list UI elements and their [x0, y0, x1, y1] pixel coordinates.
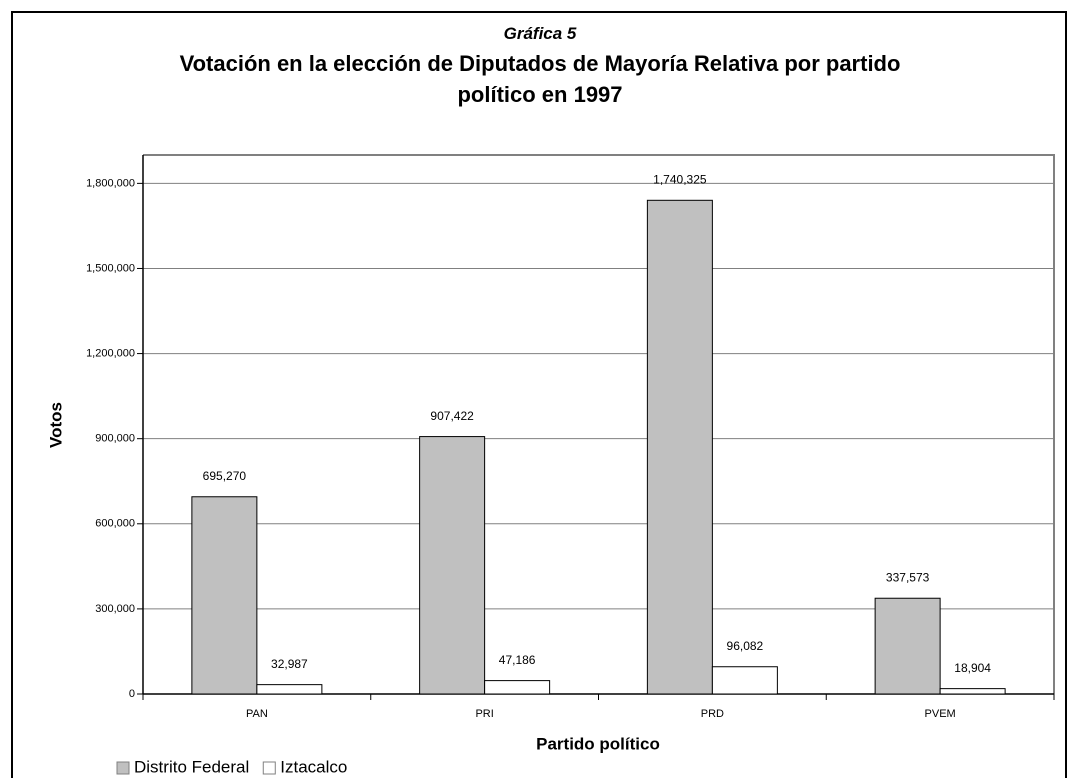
x-tick-label: PRI: [475, 708, 493, 720]
x-tick-label: PRD: [701, 708, 724, 720]
header: Gráfica 5 Votación en la elección de Dip…: [140, 24, 940, 110]
value-label: 18,904: [954, 661, 991, 675]
x-tick-label: PAN: [246, 708, 268, 720]
value-label: 96,082: [727, 639, 764, 653]
bar: [484, 680, 551, 695]
chart-label: Gráfica 5: [503, 24, 577, 43]
plot-border: [143, 154, 1055, 694]
value-label: 32,987: [271, 657, 308, 671]
value-label: 907,422: [430, 409, 474, 423]
value-label: 695,270: [203, 469, 247, 483]
bar: [256, 684, 323, 695]
bar: [874, 597, 941, 695]
y-tick-label: 1,500,000: [86, 262, 135, 274]
legend-label: Distrito Federal: [134, 757, 249, 776]
bar: [711, 666, 778, 695]
y-tick-label: 900,000: [95, 433, 135, 445]
x-tick-label: PVEM: [925, 708, 956, 720]
legend-swatch: [116, 761, 130, 775]
value-label: 337,573: [886, 570, 930, 584]
value-label: 1,740,325: [653, 172, 707, 186]
y-tick-label: 300,000: [95, 603, 135, 615]
y-tick-label: 1,200,000: [86, 347, 135, 359]
y-tick-label: 600,000: [95, 518, 135, 530]
y-axis-title: Votos: [46, 402, 65, 448]
y-tick-label: 0: [129, 688, 135, 700]
bar: [939, 688, 1006, 695]
x-axis-title: Partido político: [536, 734, 660, 753]
chart-title: Votación en la elección de Diputados de …: [179, 51, 901, 107]
y-tick-label: 1,800,000: [86, 177, 135, 189]
legend-label: Iztacalco: [280, 757, 347, 776]
bar: [419, 436, 486, 695]
bar: [646, 199, 713, 695]
frame: [11, 11, 1067, 778]
legend-swatch: [262, 761, 276, 775]
value-label: 47,186: [499, 653, 536, 667]
bar: [191, 496, 258, 695]
